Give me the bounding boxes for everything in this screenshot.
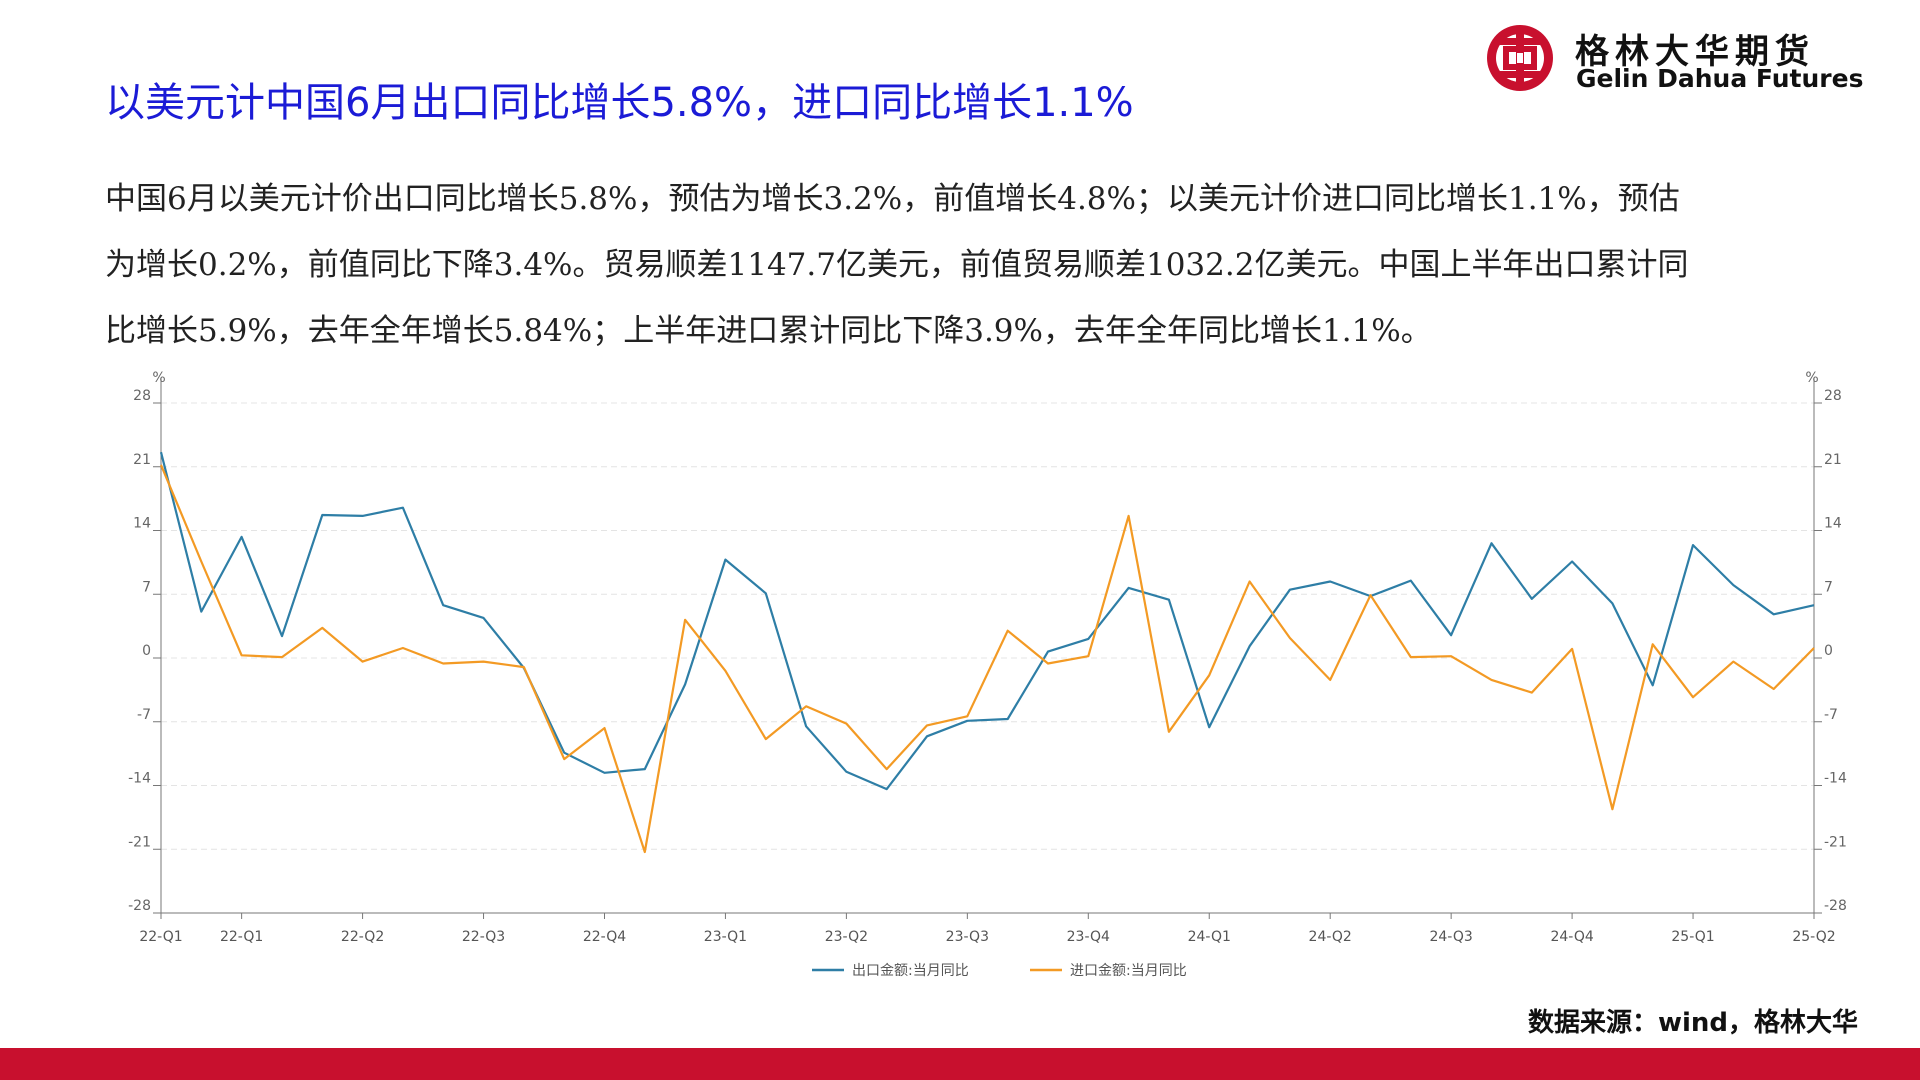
right-y-tick-label: -7 — [1824, 707, 1838, 723]
left-y-tick-label: -14 — [128, 771, 151, 787]
left-y-tick-label: -7 — [137, 707, 151, 723]
left-y-unit: % — [152, 370, 165, 386]
right-y-unit: % — [1805, 370, 1818, 386]
import-yoy-line — [159, 464, 1815, 854]
x-tick-label: 24-Q3 — [1429, 929, 1472, 945]
x-tick-label: 24-Q4 — [1550, 929, 1593, 945]
left-y-tick-label: -28 — [128, 898, 151, 914]
company-logo: 格林大华期货 Gelin Dahua Futures — [1478, 22, 1890, 94]
legend-export-label: 出口金额:当月同比 — [852, 963, 969, 979]
x-tick-label: 24-Q1 — [1188, 929, 1231, 945]
slide-title: 以美元计中国6月出口同比增长5.8%，进口同比增长1.1% — [105, 80, 1134, 126]
export-yoy-line — [159, 451, 1815, 791]
right-y-tick-label: -21 — [1824, 834, 1847, 850]
left-y-tick-label: 14 — [133, 516, 151, 532]
left-y-tick-label: 21 — [133, 452, 151, 468]
x-tick-label: 23-Q1 — [704, 929, 747, 945]
x-tick-label: 22-Q1 — [220, 929, 263, 945]
x-tick-label: 23-Q4 — [1067, 929, 1110, 945]
left-y-tick-label: 28 — [133, 388, 151, 404]
x-tick-label: 23-Q2 — [825, 929, 868, 945]
right-y-tick-label: -14 — [1824, 771, 1847, 787]
x-tick-label: 22-Q3 — [462, 929, 505, 945]
logo-chinese-name: 格林大华期货 — [1575, 32, 1815, 72]
x-tick-label: 22-Q2 — [341, 929, 384, 945]
left-y-tick-label: 7 — [142, 579, 151, 595]
left-y-tick-label: 0 — [142, 643, 151, 659]
summary-line-2: 为增长0.2%，前值同比下降3.4%。贸易顺差1147.7亿美元，前值贸易顺差1… — [105, 247, 1689, 283]
x-tick-label: 23-Q3 — [946, 929, 989, 945]
summary-text: 中国6月以美元计价出口同比增长5.8%，预估为增长3.2%，前值增长4.8%；以… — [105, 166, 1875, 364]
legend-import-label: 进口金额:当月同比 — [1070, 963, 1187, 979]
left-y-tick-label: -21 — [128, 834, 151, 850]
gelin-dahua-logo-icon — [1487, 25, 1553, 91]
footer-brand-bar — [0, 1048, 1920, 1080]
x-tick-label: 25-Q1 — [1671, 929, 1714, 945]
right-y-tick-label: 7 — [1824, 579, 1833, 595]
x-tick-label: 25-Q2 — [1792, 929, 1835, 945]
x-tick-label: 22-Q1 — [139, 929, 182, 945]
right-y-tick-label: 0 — [1824, 643, 1833, 659]
x-tick-label: 24-Q2 — [1309, 929, 1352, 945]
data-source-note: 数据来源：wind，格林大华 — [1527, 1008, 1858, 1038]
right-y-tick-label: -28 — [1824, 898, 1847, 914]
summary-line-1: 中国6月以美元计价出口同比增长5.8%，预估为增长3.2%，前值增长4.8%；以… — [105, 181, 1680, 217]
right-y-tick-label: 21 — [1824, 452, 1842, 468]
trade-yoy-line-chart: 28 28 21 21 14 14 7 7 0 0 -7 -7 -14 -14 -21 -21 -28 -28%%… — [128, 370, 1847, 979]
logo-english-name: Gelin Dahua Futures — [1576, 64, 1864, 93]
right-y-tick-label: 14 — [1824, 516, 1842, 532]
summary-line-3: 比增长5.9%，去年全年增长5.84%；上半年进口累计同比下降3.9%，去年全年… — [105, 313, 1432, 349]
x-tick-label: 22-Q4 — [583, 929, 626, 945]
right-y-tick-label: 28 — [1824, 388, 1842, 404]
